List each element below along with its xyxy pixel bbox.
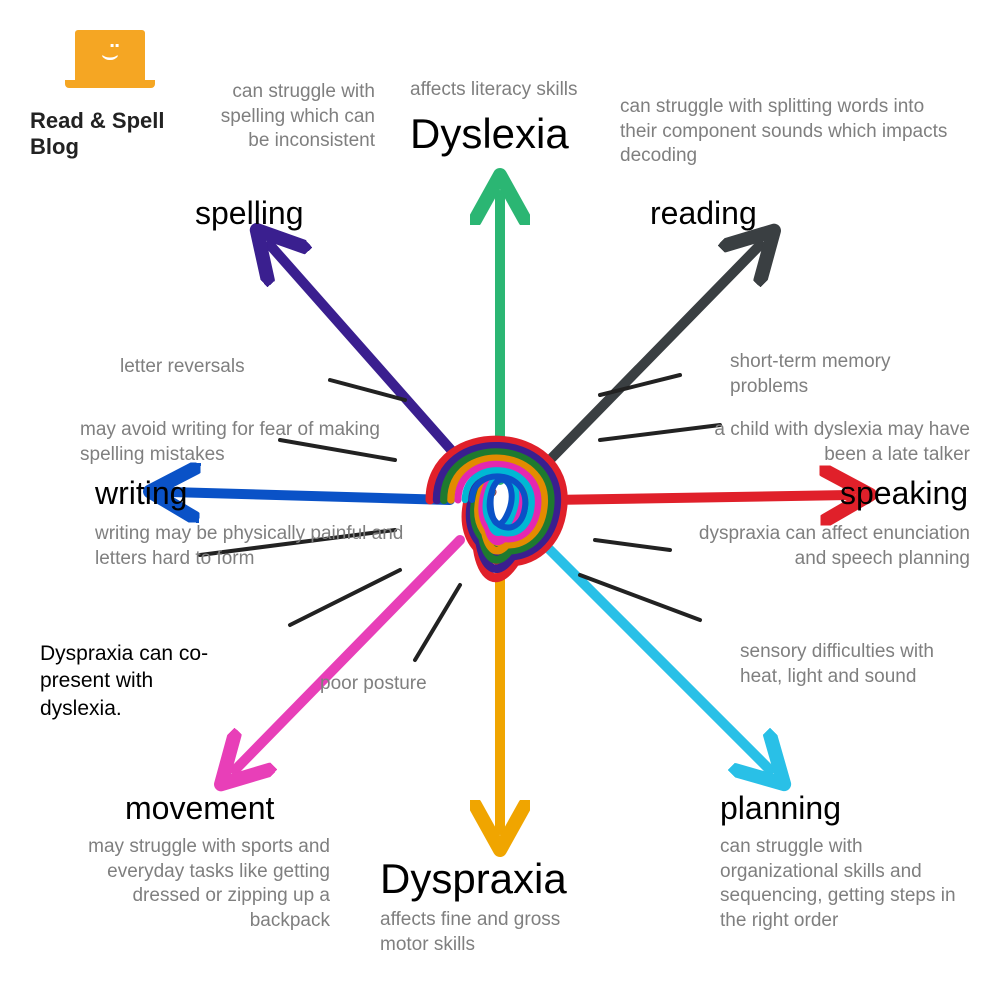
writing-desc-above: may avoid writing for fear of making spe… (80, 418, 380, 467)
spelling-title: spelling (195, 195, 304, 232)
reading-title: reading (650, 195, 757, 232)
speaking-desc-above: a child with dyslexia may have been a la… (700, 418, 970, 467)
copresent-note: Dyspraxia can co-present with dyslexia. (40, 640, 210, 722)
planning-desc: can struggle with organizational skills … (720, 835, 970, 934)
dyspraxia-title: Dyspraxia (380, 855, 567, 903)
spelling-desc: can struggle with spelling which can be … (195, 80, 375, 154)
speaking-title: speaking (840, 475, 968, 512)
writing-desc-below: writing may be physically painful and le… (95, 522, 405, 571)
dyslexia-subtitle: affects literacy skills (410, 78, 578, 103)
movement-desc: may struggle with sports and everyday ta… (70, 835, 330, 934)
writing-extra: letter reversals (120, 355, 245, 380)
movement-title: movement (125, 790, 274, 827)
dyspraxia-subtitle: affects fine and gross motor skills (380, 908, 600, 957)
short-term-note: short-term memory problems (730, 350, 960, 399)
speaking-desc-below: dyspraxia can affect enunciation and spe… (670, 522, 970, 571)
reading-desc: can struggle with splitting words into t… (620, 95, 950, 169)
poor-posture-note: poor posture (320, 672, 427, 697)
planning-extra: sensory difficulties with heat, light an… (740, 640, 960, 689)
writing-title: writing (95, 475, 187, 512)
planning-title: planning (720, 790, 841, 827)
dyslexia-title: Dyslexia (410, 110, 569, 158)
diagram-canvas: ⌣̈ Read & Spell Blog affects literacy sk… (0, 0, 1000, 1000)
